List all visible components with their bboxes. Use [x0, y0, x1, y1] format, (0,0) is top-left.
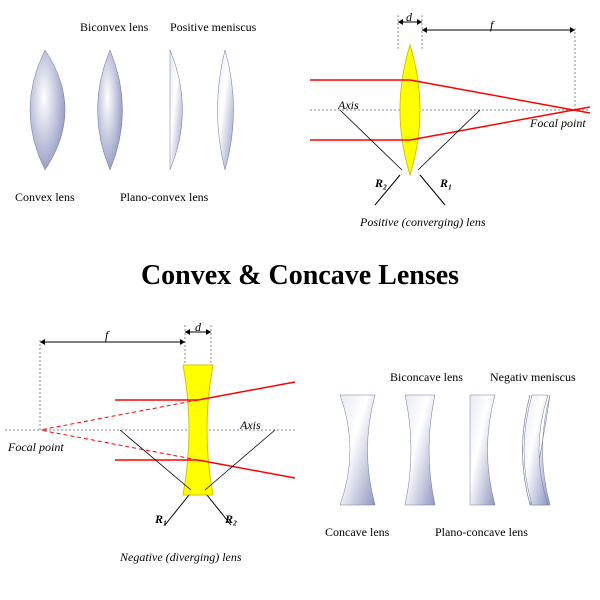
div-r1-label: R₁: [155, 512, 167, 527]
concave-label: Concave lens: [325, 525, 389, 540]
f-label: f: [490, 18, 493, 33]
div-f-label: f: [105, 328, 108, 343]
converging-caption: Positive (converging) lens: [360, 215, 486, 230]
d-label: d: [406, 10, 412, 25]
positive-meniscus-label: Positive meniscus: [170, 20, 256, 35]
concave-lens-shape: [340, 395, 375, 505]
converging-lens: [400, 45, 420, 175]
div-r2-label: R₂: [225, 512, 237, 527]
div-axis-label: Axis: [240, 418, 261, 433]
plano-convex-label: Plano-convex lens: [120, 190, 208, 205]
plano-convex-lens-shape: [170, 50, 183, 170]
positive-meniscus-shape: [218, 50, 234, 170]
div-d-label: d: [195, 320, 201, 335]
biconcave-label: Biconcave lens: [390, 370, 463, 385]
biconcave-lens-shape: [405, 395, 435, 505]
plano-concave-lens-shape: [470, 395, 495, 505]
plano-concave-label: Plano-concave lens: [435, 525, 528, 540]
biconvex-label: Biconvex lens: [80, 20, 148, 35]
r1-label: R₁: [440, 176, 452, 191]
convex-label: Convex lens: [15, 190, 75, 205]
negative-meniscus-label: Negativ meniscus: [490, 370, 576, 385]
biconvex-lens-shape: [98, 50, 123, 170]
page-title: Convex & Concave Lenses: [0, 260, 600, 292]
diverging-caption: Negative (diverging) lens: [120, 550, 242, 565]
diverging-diagram: [5, 320, 295, 550]
axis-label: Axis: [338, 98, 359, 113]
div-focal-point-label: Focal point: [8, 440, 64, 455]
diverging-lens: [183, 365, 213, 495]
r2-label: R₂: [375, 176, 387, 191]
convex-lens-shape: [30, 50, 65, 170]
focal-point-label: Focal point: [530, 116, 586, 131]
